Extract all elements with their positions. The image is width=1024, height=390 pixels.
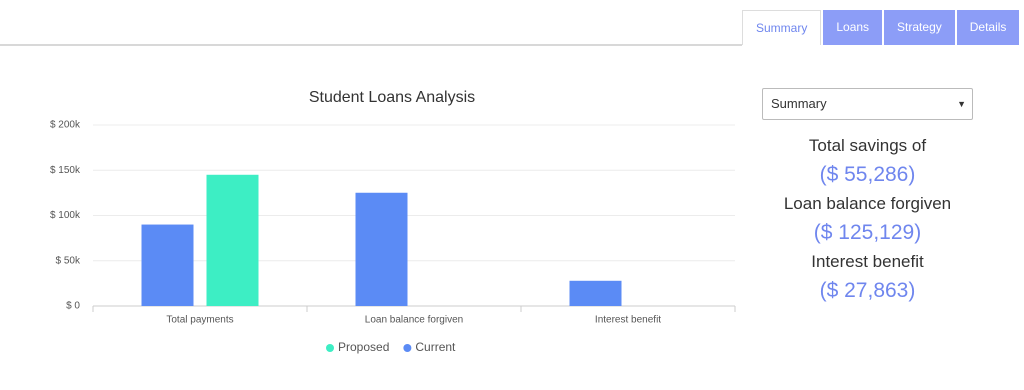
summary-label: Loan balance forgiven [783,194,952,213]
view-select[interactable]: Summary ▼ [762,88,973,120]
summary-label: Total savings of [808,136,927,155]
tab[interactable]: Summary [742,10,822,45]
divider [0,44,742,46]
legend-label: Proposed [338,340,389,354]
summary-panel: Total savings of ($ 55,286) Loan balance f… [762,132,973,306]
tab-bar: Summary Loans Strategy Details [742,10,1021,45]
x-tick-label: Total payments [166,315,233,326]
bar [206,174,259,306]
x-tick-label: Loan balance forgiven [365,315,463,326]
tab[interactable]: Strategy [884,10,955,45]
x-tick-label: Interest benefit [595,315,661,326]
summary-value: ($ 27,863) [819,279,916,302]
summary-value: ($ 125,129) [813,221,922,244]
legend-marker [403,344,412,352]
bar [355,192,408,306]
legend-marker [326,344,334,352]
summary-label: Interest benefit [811,252,924,271]
select-text: Summary [771,96,827,111]
chart-title: Student Loans Analysis [309,89,475,106]
chart: Student Loans Analysis $ 0 $ 50k $ 100k $ 1… [50,89,736,354]
tab[interactable]: Details [956,10,1020,45]
y-tick-label: $ 100k [50,210,81,221]
y-tick-label: $ 200k [50,120,81,131]
y-tick-label: $ 0 [66,301,80,312]
y-tick-label: $ 150k [50,165,81,176]
bar [141,224,194,306]
summary-value: ($ 55,286) [819,163,916,186]
bar [569,280,622,306]
legend-label: Current [415,340,456,354]
y-tick-label: $ 50k [56,255,81,266]
tab[interactable]: Loans [823,10,883,45]
select-arrow: ▼ [957,99,966,109]
